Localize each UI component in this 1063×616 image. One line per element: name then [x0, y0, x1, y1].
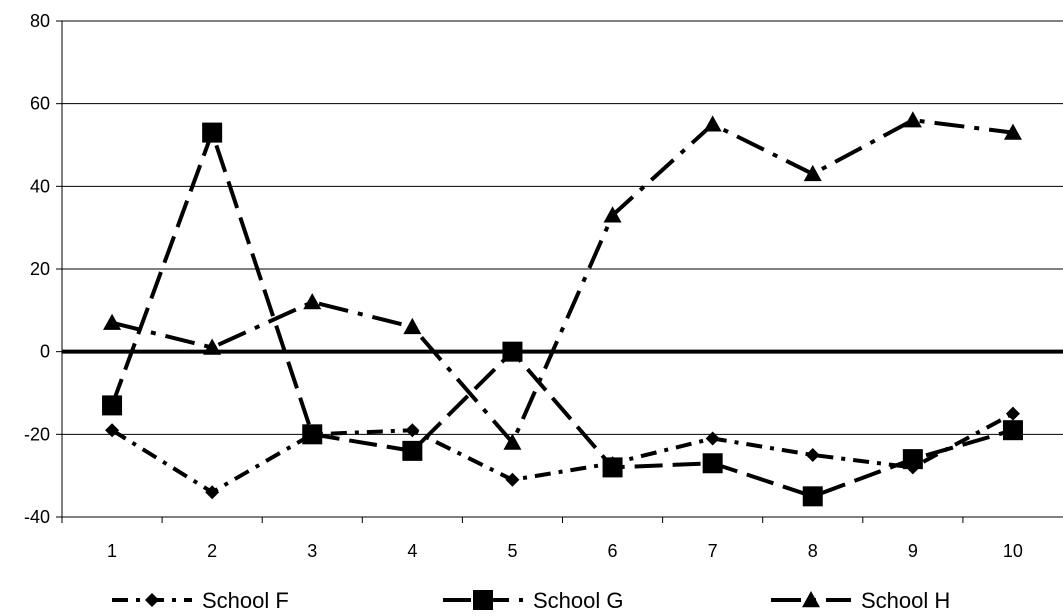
- data-point: [205, 485, 220, 500]
- y-tick-label: -40: [24, 507, 50, 527]
- data-point: [802, 486, 823, 507]
- x-tick-label: 6: [608, 541, 618, 561]
- axes: [56, 20, 1063, 523]
- data-point: [503, 433, 522, 450]
- x-tick-label: 1: [107, 541, 117, 561]
- data-point: [303, 293, 322, 310]
- data-point: [1005, 406, 1020, 421]
- data-point: [805, 448, 820, 462]
- legend: School F School G School H: [112, 588, 950, 613]
- y-tick-label: 40: [30, 176, 50, 196]
- legend-label: School G: [533, 588, 624, 613]
- legend-label: School H: [861, 588, 950, 613]
- data-point: [902, 449, 923, 470]
- data-point: [402, 440, 423, 461]
- data-point: [1002, 420, 1023, 441]
- data-point: [1003, 123, 1022, 140]
- x-tick-label: 3: [307, 541, 317, 561]
- data-markers: [102, 111, 1023, 507]
- tick-labels: -40 -20 0 20 40 60 80 1 2 3 4 5 6 7 8 9 10: [24, 11, 1023, 561]
- y-tick-label: 80: [30, 11, 50, 31]
- x-tick-label: 4: [407, 541, 417, 561]
- data-point: [302, 424, 323, 445]
- data-point: [203, 338, 222, 355]
- y-tick-label: 0: [40, 342, 50, 362]
- x-tick-label: 2: [207, 541, 217, 561]
- data-point: [202, 122, 223, 143]
- y-tick-label: 60: [30, 94, 50, 114]
- gridlines: [62, 20, 1063, 518]
- x-tick-label: 5: [507, 541, 517, 561]
- data-point: [105, 423, 120, 438]
- y-tick-label: -20: [24, 424, 50, 444]
- x-tick-label: 9: [908, 541, 918, 561]
- data-point: [903, 111, 922, 128]
- legend-marker-triangle: [802, 591, 820, 608]
- data-point: [103, 313, 122, 330]
- series-line-school-f: [110, 411, 1014, 495]
- x-tick-label: 8: [808, 541, 818, 561]
- data-point: [703, 115, 722, 132]
- data-point: [102, 395, 123, 416]
- series-line-school-g: [110, 130, 1014, 499]
- x-tick-label: 7: [708, 541, 718, 561]
- data-point: [705, 431, 720, 446]
- series-lines: [110, 118, 1014, 499]
- data-point: [803, 164, 822, 182]
- data-point: [502, 341, 523, 362]
- data-point: [603, 206, 622, 223]
- legend-marker-diamond: [145, 593, 159, 607]
- data-point: [702, 453, 723, 474]
- legend-label: School F: [202, 588, 289, 613]
- legend-marker-square: [473, 590, 493, 610]
- data-point: [505, 472, 520, 487]
- data-point: [602, 457, 623, 478]
- data-point: [403, 317, 422, 335]
- data-point: [405, 423, 420, 438]
- x-tick-label: 10: [1003, 541, 1023, 561]
- series-line-school-h: [111, 118, 1014, 445]
- y-tick-label: 20: [30, 259, 50, 279]
